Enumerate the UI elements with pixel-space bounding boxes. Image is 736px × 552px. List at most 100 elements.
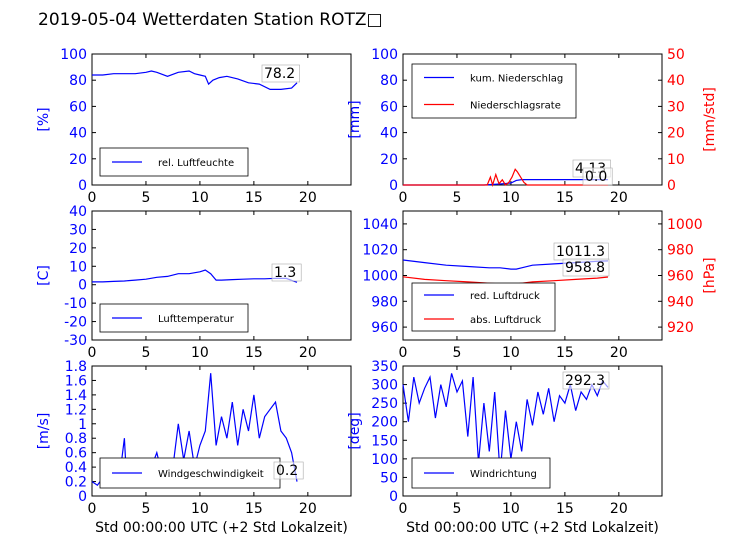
value-annotation-box	[562, 371, 610, 390]
y-tick-label: 10	[69, 259, 87, 275]
legend-label: rel. Luftfeuchte	[158, 158, 234, 169]
value-annotation: 0.2	[276, 463, 298, 479]
x-tick-label: 10	[502, 345, 520, 361]
y-tick-label: 980	[371, 294, 398, 310]
x-tick-label: 15	[245, 501, 263, 517]
y-axis-label: [m/s]	[36, 413, 52, 450]
y-tick-label: 100	[371, 47, 398, 63]
y2-axis-label: [hPa]	[702, 257, 718, 293]
value-annotation: 292.3	[565, 373, 605, 389]
y-tick-label: 250	[371, 396, 398, 412]
y-tick-label: 40	[69, 204, 87, 220]
value-annotation: 78.2	[264, 66, 295, 82]
y-tick-label: 20	[380, 152, 398, 168]
y2-tick-label: 20	[667, 126, 685, 142]
series-line	[403, 168, 608, 188]
x-tick-label: 0	[399, 501, 408, 517]
x-tick-label: 0	[88, 190, 97, 206]
x-tick-label: 10	[502, 190, 520, 206]
x-tick-label: 0	[88, 501, 97, 517]
y2-tick-label: 50	[667, 47, 685, 63]
y-tick-label: 350	[371, 359, 398, 375]
x-tick-label: 20	[610, 501, 628, 517]
figure-title: 2019-05-04 Wetterdaten Station ROTZ□	[38, 10, 383, 30]
y-axis-label: [C]	[36, 265, 52, 286]
series-line	[402, 373, 609, 474]
value-annotation-box	[261, 64, 300, 83]
value-annotation-box	[273, 461, 304, 480]
y-tick-label: 150	[371, 433, 398, 449]
y-tick-label: 200	[371, 415, 398, 431]
plot-frame	[91, 210, 352, 341]
y2-tick-label: 920	[667, 320, 694, 336]
x-tick-label: 5	[452, 190, 461, 206]
legend-label: Lufttemperatur	[158, 314, 235, 325]
y2-tick-label: 940	[667, 294, 694, 310]
y-tick-label: 0	[78, 278, 87, 294]
y2-tick-label: 40	[667, 73, 685, 89]
y-tick-label: 80	[69, 73, 87, 89]
plot-frame	[402, 365, 663, 497]
y-tick-label: 1.4	[65, 388, 87, 404]
y-tick-label: 40	[380, 126, 398, 142]
y-axis-label: [%]	[36, 107, 52, 131]
x-tick-label: 5	[452, 501, 461, 517]
x-axis-label: Std 00:00:00 UTC (+2 Std Lokalzeit)	[406, 520, 659, 536]
plot-frame	[91, 53, 352, 186]
y-tick-label: 50	[380, 470, 398, 486]
value-annotation-box	[271, 263, 302, 282]
y-tick-label: 100	[60, 47, 87, 63]
legend-box	[411, 63, 577, 119]
legend-label: kum. Niederschlag	[470, 74, 563, 85]
legend-label: abs. Luftdruck	[470, 315, 541, 326]
y-axis-label: [mm]	[347, 100, 363, 138]
legend-label: Niederschlagsrate	[470, 101, 561, 112]
y-tick-label: 0	[389, 178, 398, 194]
y-tick-label: 1.2	[65, 402, 87, 418]
y-tick-label: 20	[69, 152, 87, 168]
y2-axis-label: [mm/std]	[702, 87, 718, 152]
y-tick-label: 30	[69, 222, 87, 238]
value-annotation: 958.8	[565, 260, 605, 276]
y-tick-label: 960	[371, 320, 398, 336]
y-tick-label: 1	[78, 417, 87, 433]
x-tick-label: 5	[141, 501, 150, 517]
legend-label: red. Luftdruck	[470, 291, 540, 302]
x-tick-label: 5	[452, 345, 461, 361]
value-annotation: 1.3	[274, 265, 296, 281]
y-tick-label: -30	[64, 333, 87, 349]
y-tick-label: 0.2	[65, 475, 87, 491]
legend-box	[411, 282, 556, 332]
y-tick-label: 0	[389, 489, 398, 505]
y2-tick-label: 960	[667, 269, 694, 285]
y2-tick-label: 30	[667, 99, 685, 115]
y-tick-label: 1040	[362, 217, 398, 233]
x-tick-label: 15	[556, 190, 574, 206]
y-tick-label: 60	[69, 99, 87, 115]
x-tick-label: 20	[610, 345, 628, 361]
x-tick-label: 0	[88, 345, 97, 361]
y-tick-label: 0.8	[65, 431, 87, 447]
y-tick-label: 0.6	[65, 446, 87, 462]
y2-tick-label: 0	[667, 178, 676, 194]
y-tick-label: 1020	[362, 243, 398, 259]
x-axis-label: Std 00:00:00 UTC (+2 Std Lokalzeit)	[95, 520, 348, 536]
y-tick-label: 1000	[362, 269, 398, 285]
legend-label: Windrichtung	[470, 469, 537, 480]
y-tick-label: 60	[380, 99, 398, 115]
y-tick-label: 40	[69, 126, 87, 142]
series-line	[92, 70, 298, 91]
value-annotation: 1011.3	[556, 244, 605, 260]
y-tick-label: 300	[371, 378, 398, 394]
x-tick-label: 15	[556, 345, 574, 361]
x-tick-label: 5	[141, 190, 150, 206]
x-tick-label: 15	[245, 190, 263, 206]
x-tick-label: 20	[299, 501, 317, 517]
y-tick-label: 100	[371, 452, 398, 468]
x-tick-label: 0	[399, 190, 408, 206]
y-tick-label: 80	[380, 73, 398, 89]
y-axis-label: [deg]	[347, 412, 363, 449]
y-tick-label: 1.6	[65, 373, 87, 389]
y-tick-label: 1.8	[65, 359, 87, 375]
